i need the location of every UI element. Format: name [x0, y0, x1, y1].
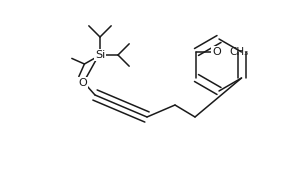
Text: CH₃: CH₃ [230, 47, 249, 57]
Text: O: O [79, 78, 87, 88]
Text: Si: Si [95, 50, 105, 60]
Text: O: O [212, 47, 221, 57]
